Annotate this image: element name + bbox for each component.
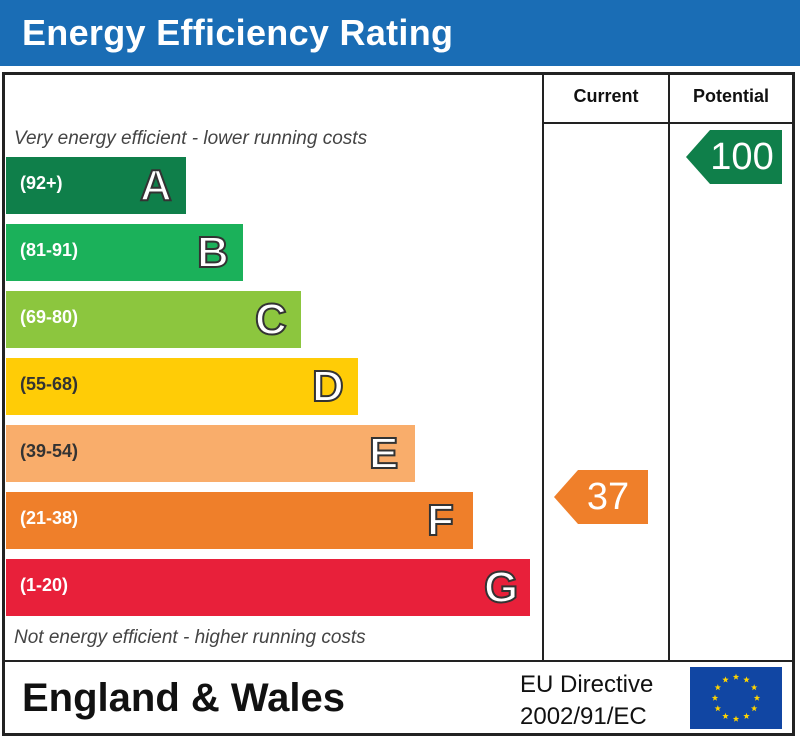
eu-star-icon <box>732 715 740 722</box>
eu-star-icon <box>714 684 722 691</box>
band-range-b: (81-91) <box>20 240 79 260</box>
band-range-c: (69-80) <box>20 307 79 327</box>
current-rating-value: 37 <box>586 476 630 518</box>
rating-frame <box>2 72 795 736</box>
eu-star-icon <box>743 676 750 683</box>
band-letter-g: G <box>483 562 519 613</box>
page-title: Energy Efficiency Rating <box>22 12 454 53</box>
band-letter-a: A <box>139 160 173 211</box>
band-letter-e: E <box>368 428 399 479</box>
eu-flag-icon <box>690 667 782 729</box>
band-range-a: (92+) <box>20 173 63 193</box>
eu-star-icon <box>743 712 750 719</box>
band-a: (92+) A <box>6 157 186 214</box>
band-b: (81-91) B <box>6 224 243 281</box>
potential-rating-arrow <box>686 130 782 184</box>
eu-directive-label: EU Directive <box>520 671 654 698</box>
eu-directive-code: 2002/91/EC <box>520 703 647 730</box>
divider-footer-row <box>4 660 794 662</box>
caption-top: Very energy efficient - lower running co… <box>14 128 368 149</box>
band-e: (39-54) E <box>6 425 415 482</box>
region-label: England & Wales <box>22 676 346 720</box>
band-f: (21-38) F <box>6 492 473 549</box>
column-header-potential: Potential <box>692 86 769 106</box>
divider-potential-left <box>668 74 670 662</box>
band-range-f: (21-38) <box>20 508 79 528</box>
column-header-current: Current <box>573 86 639 106</box>
band-letter-d: D <box>311 361 345 412</box>
eu-star-icon <box>732 673 740 680</box>
band-g: (1-20) G <box>6 559 530 616</box>
eu-star-icon <box>714 705 722 712</box>
header-bar: Energy Efficiency Rating <box>0 0 800 66</box>
divider-header-row <box>542 122 794 124</box>
eu-star-icon <box>711 694 719 701</box>
caption-bottom: Not energy efficient - higher running co… <box>14 627 366 648</box>
eu-star-icon <box>753 694 761 701</box>
eu-star-icon <box>750 684 758 691</box>
band-c: (69-80) C <box>6 291 301 348</box>
band-letter-b: B <box>196 227 230 278</box>
band-range-g: (1-20) <box>20 575 69 595</box>
eu-star-icon <box>722 676 729 683</box>
eu-star-icon <box>750 705 758 712</box>
band-range-d: (55-68) <box>20 374 79 394</box>
potential-rating-value: 100 <box>710 136 774 178</box>
band-d: (55-68) D <box>6 358 358 415</box>
band-letter-f: F <box>426 495 455 546</box>
divider-current-left <box>542 74 544 662</box>
current-rating-arrow <box>554 470 648 524</box>
band-letter-c: C <box>254 294 288 345</box>
band-range-e: (39-54) <box>20 441 79 461</box>
eu-star-icon <box>722 712 729 719</box>
